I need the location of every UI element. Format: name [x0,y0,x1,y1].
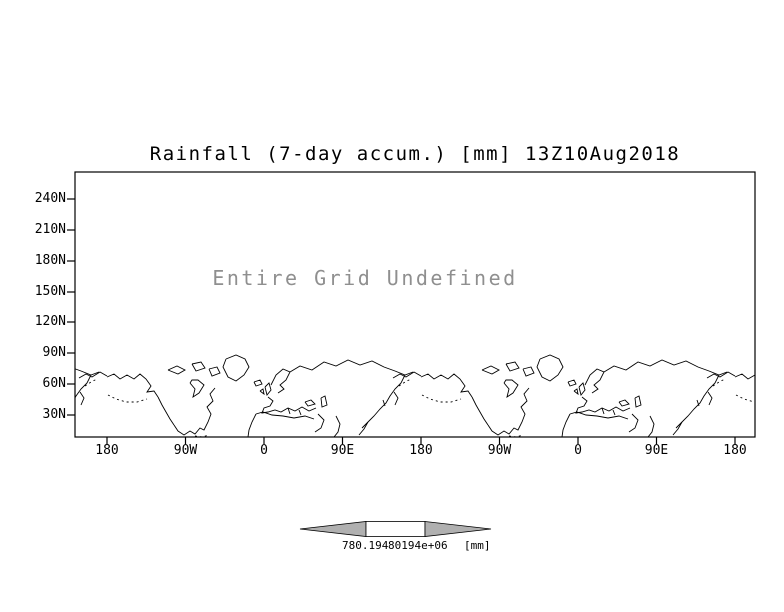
plot-border [74,171,756,438]
axis-ticks [67,198,736,444]
colorbar-left-arrow [299,521,367,537]
colorbar-tick-label-left: 780.194 [342,539,389,552]
colorbar-graphic [299,521,492,537]
x-tick-label: 90E [644,443,669,458]
y-tick-label: 180N [34,253,66,268]
colorbar-tick-label-right: 80194e+06 [388,539,448,552]
status-message: Entire Grid Undefined [212,266,518,290]
y-tick-label: 60N [42,376,66,391]
colorbar-right-arrow [424,521,492,537]
y-tick-label: 210N [34,222,66,237]
x-tick-label: 0 [260,443,268,458]
colorbar-unit-label: [mm] [464,539,491,552]
y-tick-label: 150N [34,284,66,299]
colorbar-cell [365,521,426,537]
plot-title: Rainfall (7-day accum.) [mm] 13Z10Aug201… [149,143,681,165]
y-tick-label: 30N [42,407,66,422]
x-tick-label: 180 [723,443,747,458]
x-tick-label: 180 [409,443,433,458]
x-tick-label: 90W [487,443,512,458]
y-tick-label: 120N [34,314,66,329]
y-tick-label: 240N [34,191,66,206]
coastline-map [75,354,755,437]
x-tick-label: 180 [95,443,119,458]
x-tick-label: 90E [330,443,355,458]
x-tick-label: 90W [173,443,198,458]
y-tick-label: 90N [42,345,66,360]
x-tick-label: 0 [574,443,582,458]
